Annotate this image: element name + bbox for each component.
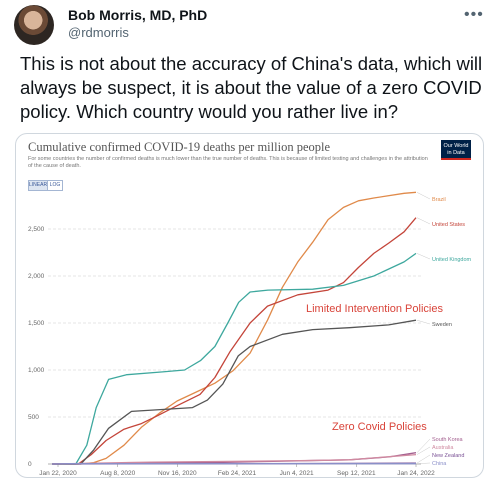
author-handle[interactable]: @rdmorris	[68, 25, 129, 40]
series-label-united-states: United States	[432, 222, 465, 228]
chart-title: Cumulative confirmed COVID-19 deaths per…	[28, 140, 331, 154]
y-tick-label: 1,000	[28, 367, 45, 374]
series-connector	[416, 438, 431, 453]
series-label-brazil: Brazil	[432, 197, 446, 203]
series-line-sweden	[52, 319, 417, 465]
x-tick-label: Sep 12, 2021	[337, 470, 376, 477]
series-label-australia: Australia	[432, 445, 454, 451]
annotation-zero-covid: Zero Covid Policies	[332, 421, 427, 433]
series-label-south-korea: South Korea	[432, 437, 464, 443]
series-connector	[416, 454, 431, 464]
series-label-new-zealand: New Zealand	[432, 453, 464, 459]
series-label-sweden: Sweden	[432, 322, 452, 328]
x-tick-label: Nov 16, 2020	[158, 470, 197, 477]
series-line-australia	[51, 453, 417, 465]
owid-logo: Our World in Data	[441, 140, 471, 160]
series-connector	[416, 446, 431, 455]
line-chart: 0 500 1,000 1,500 2,000 2,500 Jan 22, 2020 Aug …	[28, 191, 472, 477]
more-horizontal-icon[interactable]: •••	[464, 6, 484, 23]
series-connector	[416, 462, 431, 464]
x-tick-label: Aug 8, 2020	[100, 470, 135, 477]
y-tick-label: 2,000	[28, 273, 45, 280]
series-connector	[416, 319, 431, 325]
avatar[interactable]	[14, 5, 54, 45]
series-line-united-kingdom	[52, 252, 417, 465]
series-label-united-kingdom: United Kingdom	[432, 257, 472, 263]
series-connector	[416, 192, 431, 200]
x-tick-label: Jun 4, 2021	[280, 470, 314, 477]
series-line-united-states	[52, 217, 417, 465]
tweet-text: This is not about the accuracy of China'…	[20, 53, 483, 122]
y-tick-label: 2,500	[28, 226, 45, 233]
chart-image[interactable]: Cumulative confirmed COVID-19 deaths per…	[15, 133, 484, 478]
x-tick-label: Feb 24, 2021	[218, 470, 257, 477]
y-tick-label: 0	[28, 461, 32, 468]
x-tick-label: Jan 22, 2020	[39, 470, 77, 477]
series-label-china: China	[432, 461, 447, 467]
y-tick-label: 500	[28, 414, 39, 421]
y-tick-label: 1,500	[28, 320, 45, 327]
annotation-limited-intervention: Limited Intervention Policies	[306, 303, 443, 315]
log-scale-button[interactable]: LOG	[47, 180, 63, 191]
series-connector	[416, 253, 431, 260]
chart-subtitle: For some countries the number of confirm…	[28, 156, 428, 169]
series-line-brazil	[52, 191, 417, 465]
x-tick-label: Jan 24, 2022	[397, 470, 435, 477]
author-name[interactable]: Bob Morris, MD, PhD	[68, 7, 208, 23]
series-connector	[416, 217, 431, 225]
